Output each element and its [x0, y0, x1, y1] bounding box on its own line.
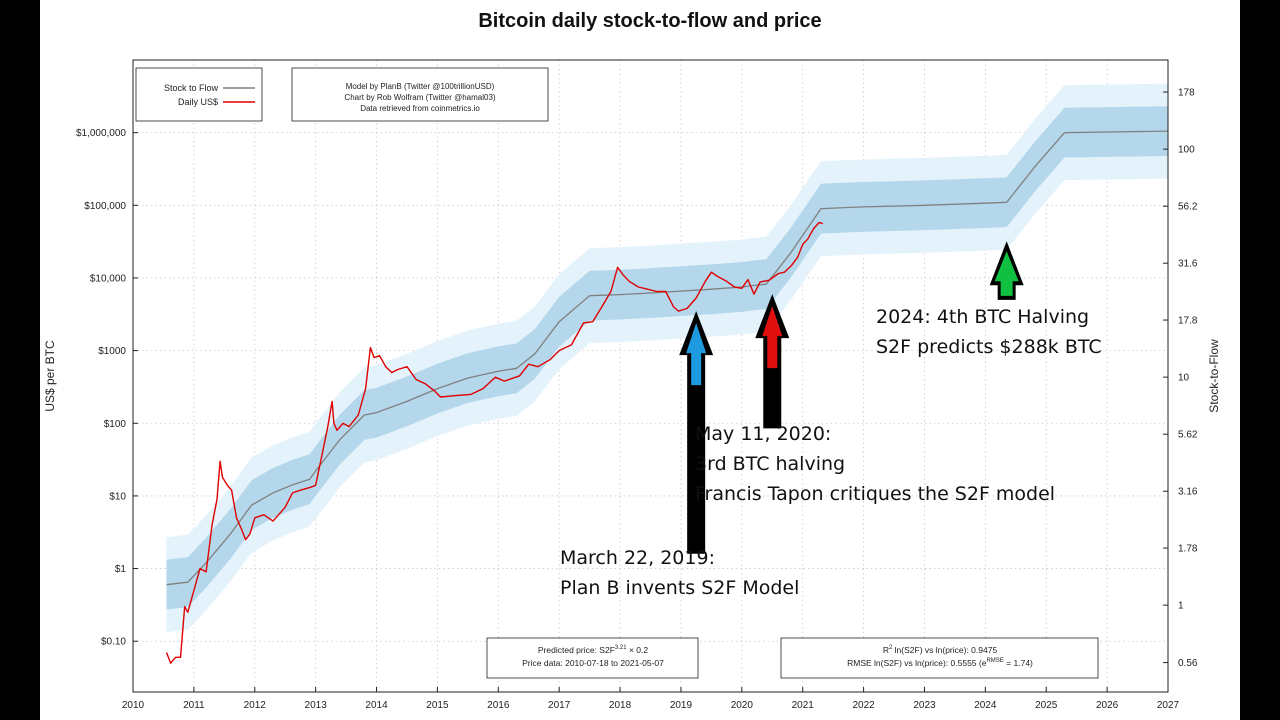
- y2-tick-label: 56.2: [1178, 202, 1198, 213]
- y2-tick-label: 17.8: [1178, 316, 1198, 327]
- x-tick-label-2014: 2014: [365, 700, 388, 711]
- daily-price-line: [165, 221, 823, 664]
- annotation-may-line2: 3rd BTC halving: [695, 453, 846, 475]
- stats-r-rest: ln(S2F) vs ln(price): 0.9475: [892, 645, 997, 655]
- y2-axis-label: Stock-to-Flow: [1207, 339, 1221, 413]
- stats-r: R: [883, 645, 889, 655]
- stock-to-flow-line: [166, 130, 1169, 586]
- formula-frame: [486, 637, 699, 679]
- annotation-halving-line2: S2F predicts $288k BTC: [876, 336, 1102, 358]
- y2-tick-label: 31.6: [1178, 259, 1198, 270]
- x-tick-label-2021: 2021: [792, 700, 815, 711]
- x-tick-label-2011: 2011: [183, 700, 205, 711]
- annotation-may-2020: May 11, 2020: 3rd BTC halving Francis Ta…: [695, 419, 1055, 509]
- blue-arrow-outline: [679, 311, 714, 554]
- chart-svg: Bitcoin daily stock-to-flow and price 201…: [43, 10, 1221, 711]
- y-tick-label: $10: [109, 491, 126, 502]
- y-tick-label: $100: [104, 419, 127, 430]
- y2-tick-label: 5.62: [1178, 430, 1198, 441]
- x-tick-label-2022: 2022: [852, 700, 875, 711]
- legend: Stock to Flow Daily US$: [135, 67, 263, 122]
- formula-line2: Price data: 2010-07-18 to 2021-05-07: [522, 658, 664, 668]
- credits-frame: [291, 67, 549, 122]
- legend-label: Daily US$: [178, 97, 218, 107]
- green-arrow-fill: [994, 251, 1019, 296]
- stats-line2: RMSE ln(S2F) vs ln(price): 0.5555 (eRMSE…: [847, 658, 1033, 668]
- annotation-may-line1: May 11, 2020:: [695, 423, 832, 445]
- formula-box: Predicted price: S2F3.21 × 0.2 Price data…: [486, 637, 699, 679]
- y2-tick-label: 3.16: [1178, 487, 1198, 498]
- y2-tick-label: 1.78: [1178, 544, 1198, 555]
- x-tick-label-2012: 2012: [244, 700, 267, 711]
- red-arrow-fill: [762, 306, 783, 369]
- stats-rmse-suffix: = 1.74): [1004, 658, 1033, 668]
- stats-line1: R2 ln(S2F) vs ln(price): 0.9475: [883, 645, 998, 655]
- y-tick-label: $1,000,000: [76, 128, 126, 139]
- y2-tick-label: 178: [1178, 88, 1195, 99]
- red-arrow: [755, 294, 790, 429]
- y-tick-label: $1: [115, 564, 127, 575]
- y2-tick-label: 10: [1178, 373, 1190, 384]
- green-arrow: [989, 241, 1024, 300]
- formula-prefix: Predicted price: S2F: [538, 645, 615, 655]
- x-tick-label-2017: 2017: [548, 700, 571, 711]
- formula-exponent: 3.21: [615, 645, 627, 651]
- x-tick-label-2026: 2026: [1096, 700, 1119, 711]
- credits-line: Chart by Rob Wolfram (Twitter @hamal03): [344, 93, 495, 102]
- stats-frame: [780, 637, 1099, 679]
- y-tick-label: $100,000: [84, 201, 126, 212]
- annotation-may-line3: Francis Tapon critiques the S2F model: [695, 483, 1056, 505]
- annotation-march-2019: March 22, 2019: Plan B invents S2F Model: [560, 543, 799, 603]
- y2-tick-label: 0.56: [1178, 658, 1198, 669]
- inner-deviation-band: [166, 106, 1168, 610]
- x-tick-label-2025: 2025: [1035, 700, 1058, 711]
- x-tick-label-2020: 2020: [731, 700, 754, 711]
- blue-arrow-fill: [686, 323, 707, 386]
- x-tick-label-2013: 2013: [305, 700, 328, 711]
- legend-label: Stock to Flow: [164, 83, 219, 93]
- y2-tick-label: 100: [1178, 145, 1195, 156]
- credits-line: Model by PlanB (Twitter @100trillionUSD): [346, 82, 495, 91]
- annotation-march-line1: March 22, 2019:: [560, 547, 715, 569]
- x-tick-label-2019: 2019: [670, 700, 693, 711]
- credits-box: Model by PlanB (Twitter @100trillionUSD)…: [291, 67, 549, 122]
- y-tick-label: $1000: [98, 346, 126, 357]
- formula-suffix: × 0.2: [627, 645, 649, 655]
- y-tick-label: $10,000: [90, 273, 127, 284]
- y-axis-label: US$ per BTC: [43, 340, 57, 412]
- x-tick-label-2023: 2023: [913, 700, 936, 711]
- legend-box: [135, 67, 263, 122]
- annotation-march-line2: Plan B invents S2F Model: [560, 577, 800, 599]
- credits-line: Data retrieved from coinmetrics.io: [360, 104, 480, 113]
- annotation-halving-line1: 2024: 4th BTC Halving: [876, 306, 1090, 328]
- annotation-2024-halving: 2024: 4th BTC Halving S2F predicts $288k…: [876, 302, 1102, 362]
- x-tick-label-2010: 2010: [122, 700, 145, 711]
- stats-box: R2 ln(S2F) vs ln(price): 0.9475 RMSE ln(S…: [780, 637, 1099, 679]
- x-tick-label-2015: 2015: [426, 700, 449, 711]
- chart-frame: Bitcoin daily stock-to-flow and price 201…: [40, 0, 1240, 720]
- y-tick-label: $0.10: [101, 637, 126, 648]
- stats-rmse-prefix: RMSE ln(S2F) vs ln(price): 0.5555 (e: [847, 658, 987, 668]
- stats-r-exp: 2: [889, 645, 893, 651]
- stats-rmse-exp: RMSE: [986, 658, 1003, 664]
- y2-tick-label: 1: [1178, 601, 1184, 612]
- chart-title: Bitcoin daily stock-to-flow and price: [478, 10, 821, 32]
- x-tick-label-2016: 2016: [487, 700, 510, 711]
- formula-line1: Predicted price: S2F3.21 × 0.2: [538, 645, 648, 655]
- blue-arrow: [679, 311, 714, 554]
- plot-border: [132, 59, 1169, 693]
- x-tick-label-2027: 2027: [1157, 700, 1180, 711]
- x-tick-label-2024: 2024: [974, 700, 997, 711]
- x-tick-label-2018: 2018: [609, 700, 632, 711]
